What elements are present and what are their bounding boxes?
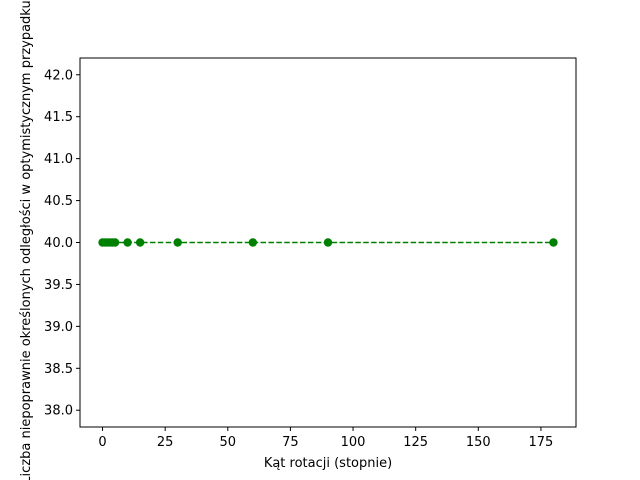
y-axis-label: Liczba niepoprawnie określonych odległoś… [19,0,34,480]
x-tick-label: 25 [157,435,174,450]
data-point [549,238,558,247]
data-point [323,238,333,247]
y-tick-label: 38.0 [44,404,73,419]
y-tick-label: 41.0 [44,152,73,167]
x-tick-label: 150 [466,435,491,450]
series-layer [98,238,558,247]
y-tick-label: 41.5 [44,110,73,125]
y-tick-label: 42.0 [44,68,73,83]
y-tick-label: 39.5 [44,278,73,293]
x-tick-label: 75 [282,435,299,450]
data-point [123,238,132,247]
x-tick-label: 50 [220,435,237,450]
data-point [110,238,120,247]
x-tick-label: 100 [341,435,366,450]
y-tick-label: 38.5 [44,362,73,377]
data-point [173,238,182,247]
x-axis-ticks: 0 25 50 75 100 125 150 175 [98,427,553,450]
x-tick-label: 175 [529,435,554,450]
x-tick-label: 125 [403,435,428,450]
x-tick-label: 0 [98,435,106,450]
data-point [248,238,258,247]
y-tick-label: 40.0 [44,236,73,251]
y-tick-label: 40.5 [44,194,73,209]
data-point [135,238,145,247]
y-axis-ticks: 38.0 38.5 39.0 39.5 40.0 40.5 41.0 41.5 42.0 [44,68,80,419]
y-tick-label: 39.0 [44,320,73,335]
x-axis-label: Kąt rotacji (stopnie) [264,456,392,471]
